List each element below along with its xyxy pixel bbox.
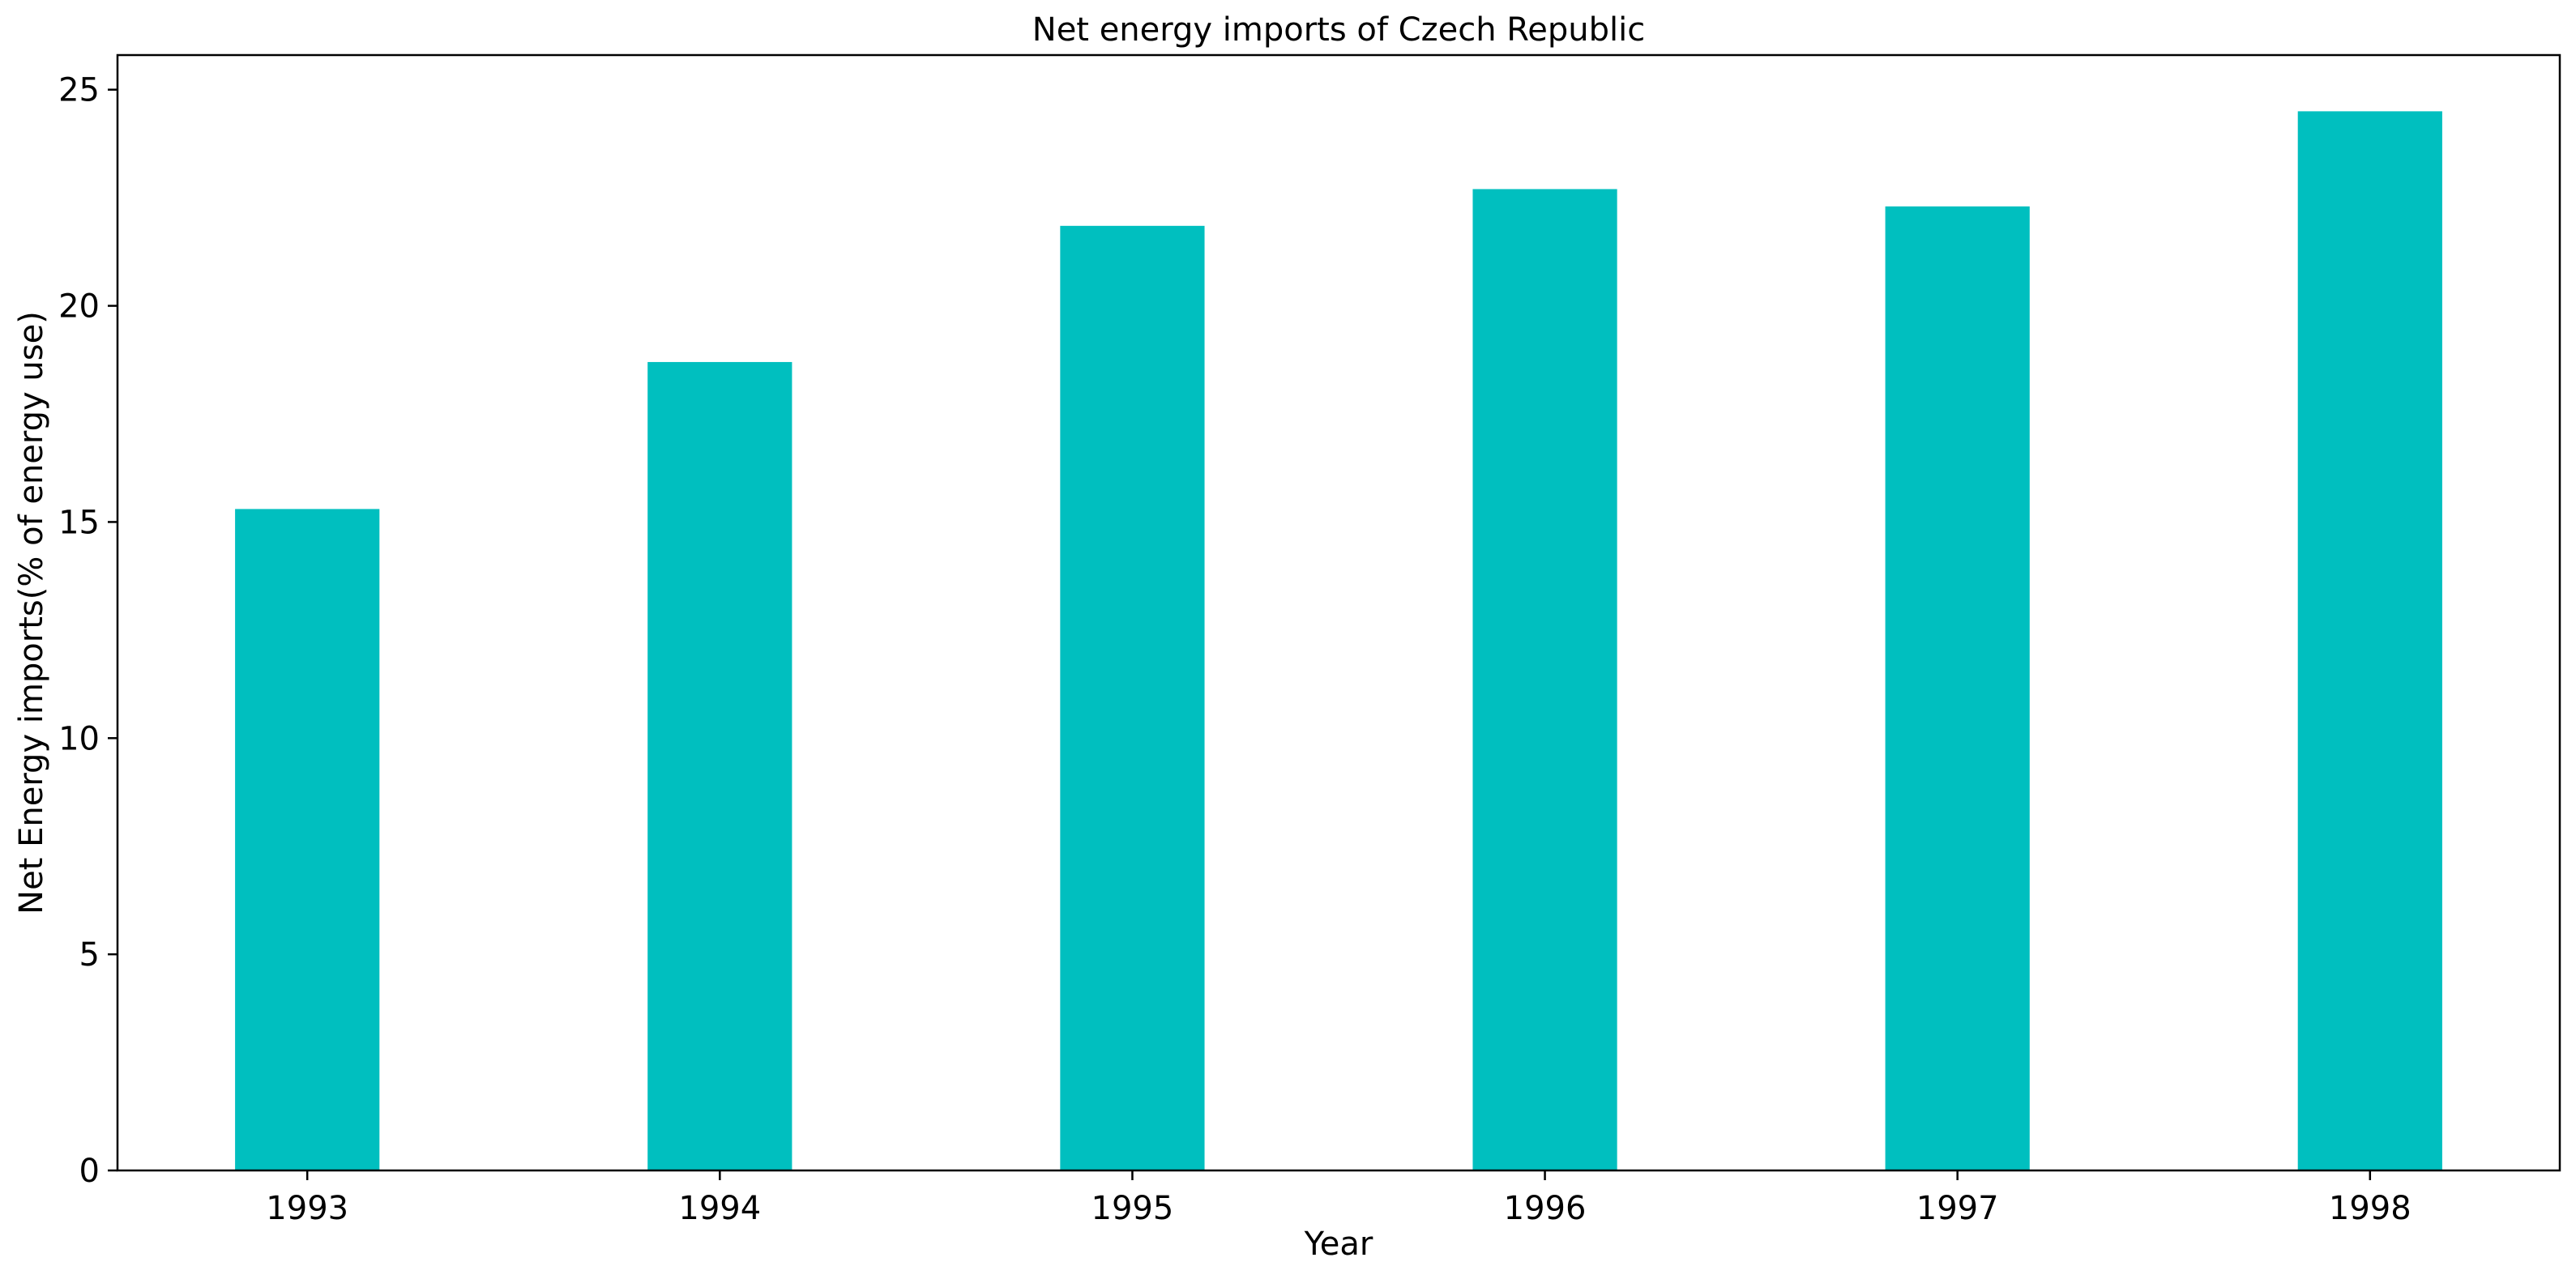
y-tick-label: 10 [58, 720, 100, 757]
x-tick-label: 1993 [266, 1190, 348, 1227]
bar-1995 [1060, 225, 1205, 1170]
y-tick-label: 0 [79, 1153, 100, 1190]
bar-1994 [647, 361, 792, 1170]
plot-frame [116, 53, 2561, 1172]
y-axis: 0 5 10 15 20 25 [58, 72, 117, 1190]
x-tick-label: 1995 [1091, 1190, 1174, 1227]
y-tick-label: 5 [79, 936, 100, 974]
bars [235, 111, 2442, 1170]
y-tick-label: 25 [58, 72, 100, 109]
bar-1993 [235, 509, 380, 1170]
bar-1998 [2297, 111, 2442, 1170]
x-axis-label: Year [1304, 1226, 1373, 1263]
y-tick-label: 20 [58, 288, 100, 326]
bar-1997 [1885, 206, 2030, 1170]
x-tick-label: 1998 [2329, 1190, 2412, 1227]
x-tick-label: 1997 [1916, 1190, 1999, 1227]
x-tick-label: 1996 [1504, 1190, 1587, 1227]
bar-1996 [1472, 189, 1617, 1170]
y-tick-label: 15 [58, 504, 100, 541]
y-axis-label: Net Energy imports(% of energy use) [13, 311, 50, 914]
x-axis: 1993 1994 1995 1996 1997 1998 [266, 1170, 2412, 1227]
x-tick-label: 1994 [678, 1190, 761, 1227]
chart-title: Net energy imports of Czech Republic [1032, 11, 1645, 49]
